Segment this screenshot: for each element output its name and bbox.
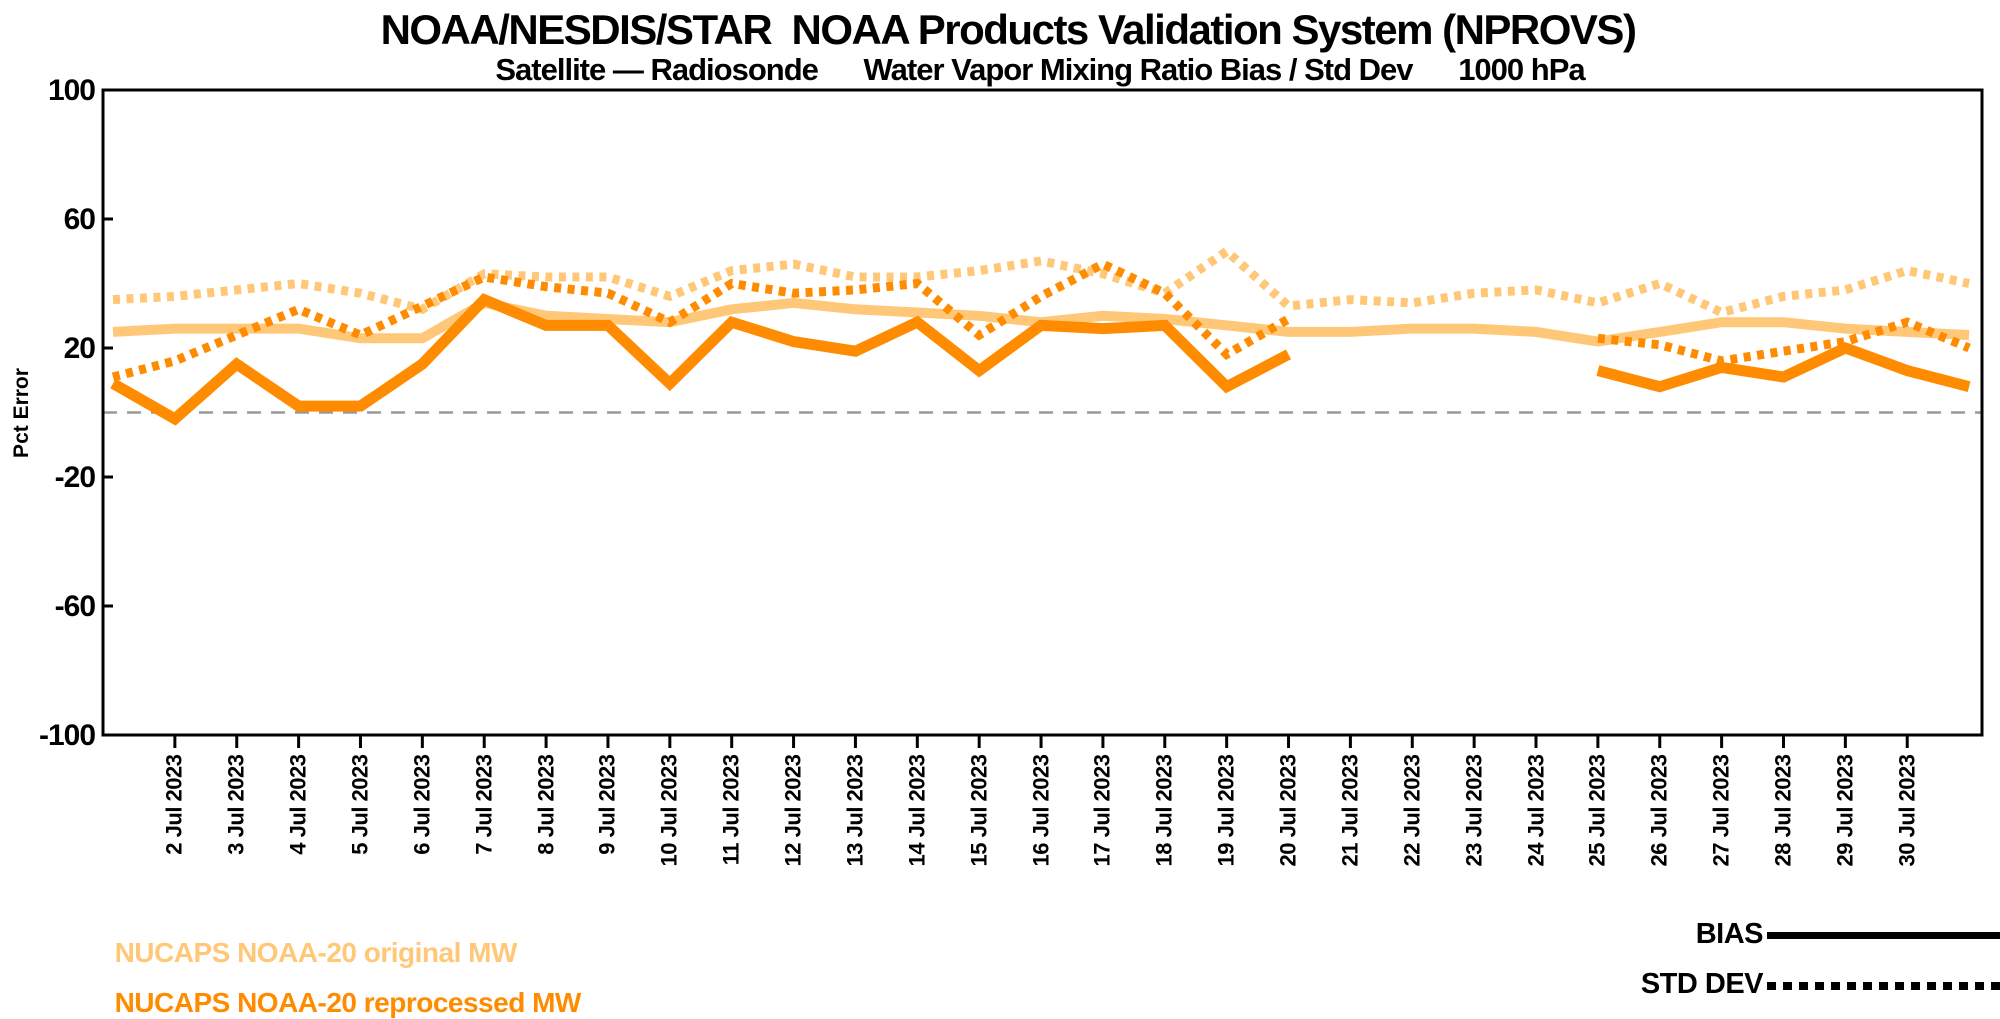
legend-label-stddev: STD DEV <box>1640 968 1764 1000</box>
legend-label-original-mw: NUCAPS NOAA-20 original MW <box>114 937 518 968</box>
x-tick-label: 30 Jul 2023 <box>1894 754 1920 867</box>
x-tick-label: 17 Jul 2023 <box>1089 754 1115 867</box>
legend-label-reprocessed-mw: NUCAPS NOAA-20 reprocessed MW <box>114 987 582 1018</box>
x-tick-label: 2 Jul 2023 <box>161 754 187 855</box>
x-tick-label: 21 Jul 2023 <box>1337 754 1363 867</box>
x-tick-label: 4 Jul 2023 <box>285 754 311 855</box>
y-tick-label: 100 <box>48 74 95 107</box>
y-tick-label: 20 <box>64 332 96 365</box>
y-tick-label: -100 <box>39 719 95 752</box>
x-tick-label: 8 Jul 2023 <box>533 754 559 855</box>
x-tick-label: 20 Jul 2023 <box>1275 754 1301 867</box>
x-tick-label: 22 Jul 2023 <box>1399 754 1425 867</box>
x-tick-label: 10 Jul 2023 <box>656 754 682 867</box>
x-tick-label: 23 Jul 2023 <box>1461 754 1487 867</box>
x-tick-label: 6 Jul 2023 <box>409 754 435 855</box>
x-tick-label: 3 Jul 2023 <box>223 754 249 855</box>
x-tick-label: 9 Jul 2023 <box>594 754 620 855</box>
x-tick-label: 14 Jul 2023 <box>904 754 930 867</box>
y-tick-label: -20 <box>55 461 96 494</box>
x-tick-label: 26 Jul 2023 <box>1646 754 1672 867</box>
legend-item-reprocessed-mw: NUCAPS NOAA-20 reprocessed MW <box>100 955 582 1019</box>
x-tick-label: 5 Jul 2023 <box>347 754 373 855</box>
y-tick-label: -60 <box>55 590 96 623</box>
x-tick-label: 7 Jul 2023 <box>471 754 497 855</box>
stddev-dotted-line-swatch <box>1767 982 2000 990</box>
series-line-nucaps-noaa-20-original-mw-std-dev <box>112 245 1971 318</box>
x-tick-label: 18 Jul 2023 <box>1151 754 1177 867</box>
legend-label-bias: BIAS <box>1695 918 1764 950</box>
series-line-nucaps-noaa-20-reprocessed-mw-bias <box>110 293 1971 426</box>
series-line-nucaps-noaa-20-reprocessed-mw-std-dev <box>111 259 1971 382</box>
x-tick-label: 28 Jul 2023 <box>1770 754 1796 867</box>
y-tick-label: 60 <box>64 203 96 236</box>
x-tick-label: 24 Jul 2023 <box>1523 754 1548 867</box>
x-tick-label: 16 Jul 2023 <box>1028 754 1054 867</box>
x-tick-label: 13 Jul 2023 <box>842 754 868 867</box>
x-tick-label: 29 Jul 2023 <box>1832 754 1858 867</box>
x-tick-label: 12 Jul 2023 <box>780 754 806 867</box>
x-tick-label: 25 Jul 2023 <box>1584 754 1610 867</box>
x-tick-label: 11 Jul 2023 <box>718 754 744 866</box>
y-axis-title: Pct Error <box>10 368 33 458</box>
bias-solid-line-swatch <box>1767 932 2000 939</box>
legend-item-original-mw: NUCAPS NOAA-20 original MW <box>100 905 518 969</box>
x-tick-label: 27 Jul 2023 <box>1708 754 1734 867</box>
x-tick-label: 19 Jul 2023 <box>1213 754 1239 867</box>
page-title: NOAA/NESDIS/STAR NOAA Products Validatio… <box>380 6 1637 53</box>
x-tick-label: 15 Jul 2023 <box>966 754 992 867</box>
page-subtitle: Satellite — Radiosonde Water Vapor Mixin… <box>495 52 1585 87</box>
